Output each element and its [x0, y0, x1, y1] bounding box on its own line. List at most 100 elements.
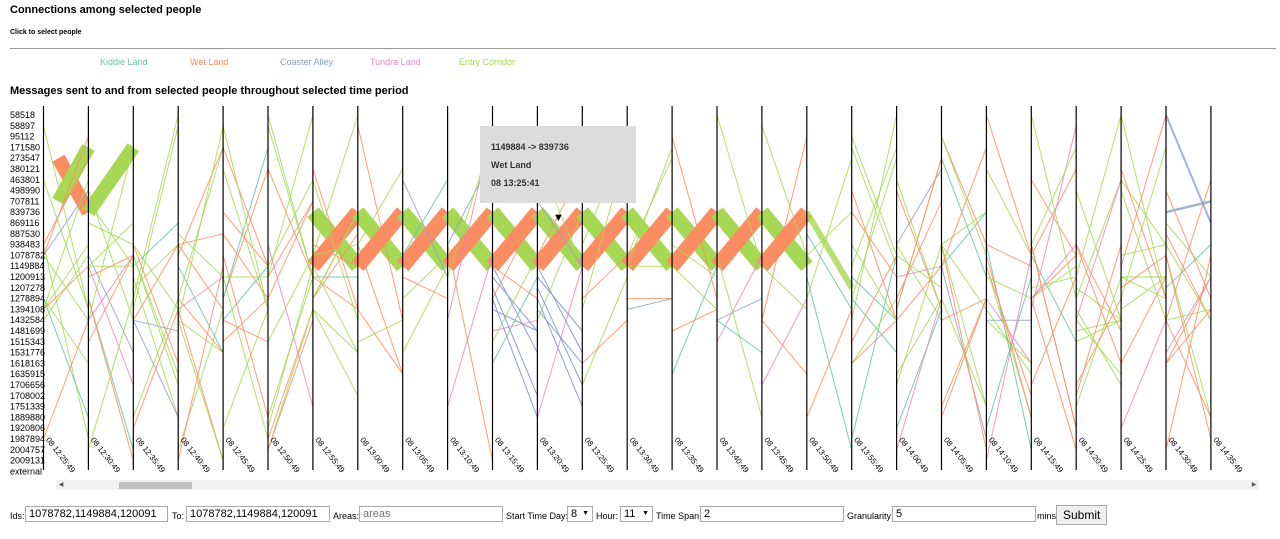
time-span-input[interactable]: [700, 506, 844, 522]
message-line: [492, 287, 538, 396]
message-line: [1030, 244, 1077, 299]
page-subtitle: Click to select people: [10, 29, 82, 36]
message-line: [267, 201, 314, 278]
y-axis-label: 171580: [10, 142, 40, 152]
legend-item-coaster-alley[interactable]: Coaster Alley: [280, 57, 334, 67]
message-line: [132, 125, 179, 310]
legend-item-wet-land[interactable]: Wet Land: [190, 57, 229, 67]
y-axis-label: 1920806: [10, 423, 45, 433]
message-line: [267, 309, 314, 450]
message-line: [132, 255, 179, 386]
message-line: [941, 298, 987, 418]
x-axis-label: 08 12:30:49: [89, 436, 122, 475]
message-line: [1030, 298, 1077, 450]
message-line: [177, 320, 224, 461]
y-axis-label: 498990: [10, 186, 40, 196]
start-day-select[interactable]: 8 ▼: [567, 506, 593, 522]
message-line: [716, 255, 763, 418]
message-line: [941, 158, 987, 278]
message-line: [536, 212, 583, 321]
scroll-thumb[interactable]: [119, 482, 192, 489]
message-line: [177, 125, 224, 321]
message-line: [1165, 308, 1212, 321]
message-line: [87, 190, 134, 321]
message-line: [716, 298, 763, 321]
divider: [10, 48, 1276, 49]
message-line: [492, 265, 538, 353]
message-line: [133, 319, 179, 332]
message-line: [537, 276, 583, 332]
y-axis-label: 1889880: [10, 412, 45, 422]
parallel-coordinates-chart[interactable]: 5851858897951121715802735473801214638014…: [0, 100, 1280, 480]
message-line: [581, 255, 628, 299]
horizontal-scrollbar[interactable]: ◀ ▶: [56, 480, 1259, 490]
ids-input[interactable]: [25, 506, 168, 522]
message-line: [357, 319, 403, 343]
areas-input[interactable]: [359, 506, 503, 522]
message-line: [985, 266, 1032, 396]
message-line: [132, 276, 179, 418]
message-line: [87, 298, 134, 461]
x-axis-label: 08 12:35:49: [134, 436, 167, 475]
message-line: [1165, 190, 1212, 299]
message-line: [492, 265, 538, 300]
message-line: [851, 158, 898, 299]
time-span-label: Time Span: [656, 511, 700, 521]
x-axis-label: 08 13:50:49: [807, 436, 840, 475]
to-input[interactable]: [186, 506, 330, 522]
x-axis-label: 08 12:55:49: [313, 436, 346, 475]
x-axis-label: 08 14:15:49: [1032, 436, 1065, 475]
message-line: [1120, 276, 1167, 364]
x-axis-label: 08 13:15:49: [493, 436, 526, 475]
message-line: [896, 168, 942, 245]
tooltip: 1149884 -> 839736 Wet Land 08 13:25:41: [480, 126, 636, 203]
page-title: Connections among selected people: [10, 4, 202, 16]
y-axis-label: 463801: [10, 175, 40, 185]
message-line: [222, 125, 269, 310]
granularity-input[interactable]: [892, 506, 1036, 522]
message-line: [87, 255, 134, 353]
message-line: [1030, 168, 1077, 256]
message-line: [1120, 114, 1167, 267]
scroll-left-icon[interactable]: ◀: [58, 482, 64, 488]
y-axis-label: 95112: [10, 132, 34, 142]
y-axis-label: 1751339: [10, 402, 45, 412]
message-line: [312, 114, 359, 256]
message-line: [536, 265, 583, 353]
message-line: [985, 255, 1032, 418]
scroll-right-icon[interactable]: ▶: [1251, 482, 1257, 488]
chevron-down-icon: ▼: [642, 510, 649, 517]
message-line: [1030, 244, 1077, 429]
message-line: [1165, 233, 1212, 321]
hour-select[interactable]: 11 ▼: [620, 506, 653, 522]
message-line: [986, 244, 1032, 267]
message-line: [671, 136, 718, 299]
submit-button[interactable]: Submit: [1056, 505, 1108, 525]
message-line: [222, 233, 269, 299]
message-line: [357, 309, 404, 375]
x-axis-label: 08 13:35:49: [673, 436, 706, 475]
message-line: [985, 276, 1032, 429]
message-line: [177, 265, 224, 353]
message-line: [222, 211, 269, 267]
message-band: [82, 143, 140, 217]
message-line: [267, 168, 314, 278]
message-line: [761, 136, 808, 321]
start-day-label: Start Time Day:: [506, 511, 569, 521]
legend-item-kiddie-land[interactable]: Kiddie Land: [100, 57, 148, 67]
legend-item-entry-corridor[interactable]: Entry Corridor: [459, 57, 516, 67]
message-line: [851, 136, 898, 256]
legend-item-tundra-land[interactable]: Tundra Land: [370, 57, 421, 67]
message-line: [312, 244, 358, 256]
message-line: [941, 147, 987, 267]
message-line: [581, 319, 628, 364]
ids-label: Ids:: [10, 511, 25, 521]
message-line: [132, 244, 179, 321]
message-line: [1165, 276, 1212, 364]
x-axis-label: 08 13:45:49: [762, 436, 795, 475]
message-line: [851, 190, 898, 321]
message-line: [222, 319, 269, 343]
message-line: [87, 255, 134, 321]
tooltip-area: Wet Land: [491, 160, 532, 170]
y-axis-label: 1987894: [10, 434, 45, 444]
